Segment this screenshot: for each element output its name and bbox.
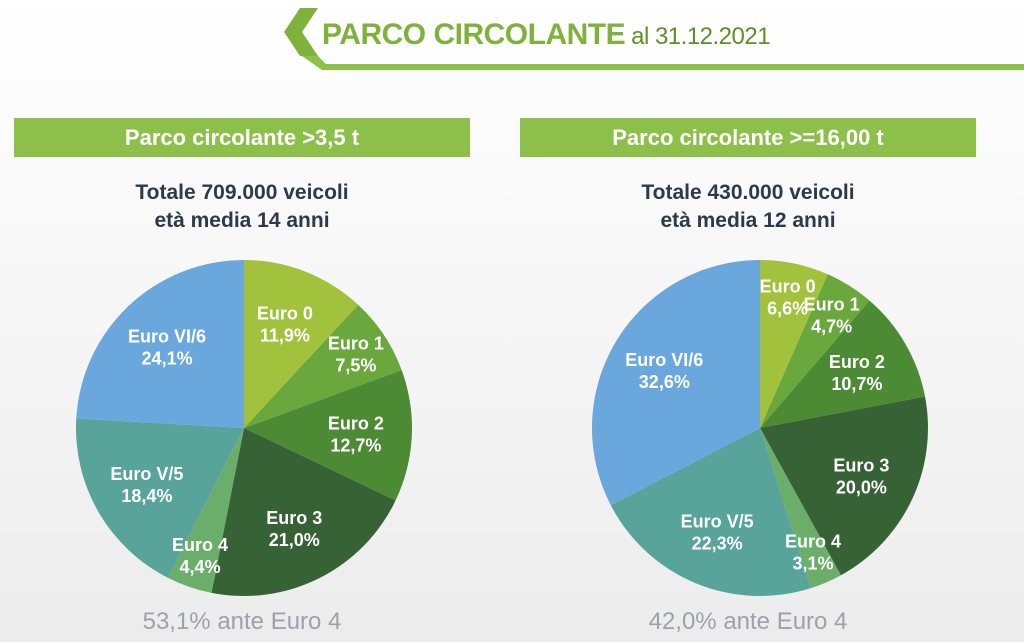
slice-category-label: Euro 4 xyxy=(785,532,841,552)
slice-category-label: Euro 3 xyxy=(266,508,322,528)
average-age-left: età media 14 anni xyxy=(154,209,330,232)
summary-right: Totale 430.000 veicoli età media 12 anni xyxy=(520,179,976,235)
average-age-right: età media 12 anni xyxy=(660,209,836,232)
pie-chart-right: Euro 06,6%Euro 14,7% Euro 210,7% Euro 320,… xyxy=(592,260,928,596)
slice-value-label: 32,6% xyxy=(639,372,690,392)
pie-slice-euro-0 xyxy=(760,260,828,428)
slice-category-label: Euro VI/6 xyxy=(128,327,206,347)
pie-slice-euro-4 xyxy=(760,428,841,589)
header-chevron-decoration xyxy=(284,8,1024,70)
pie-slice-euro-vi-6 xyxy=(592,260,760,506)
slice-category-label: Euro 2 xyxy=(829,352,885,372)
panel-left: Parco circolante >3,5 t Totale 709.000 v… xyxy=(14,118,470,635)
slice-category-label: Euro V/5 xyxy=(110,464,183,484)
slice-category-label: Euro VI/6 xyxy=(625,350,703,370)
slice-category-label: Euro 1 xyxy=(328,334,384,354)
total-vehicles-right: Totale 430.000 veicoli xyxy=(641,181,855,204)
slice-label: Euro 14,7% xyxy=(804,294,860,336)
slice-label: Euro 321,0% xyxy=(266,508,322,550)
slice-category-label: Euro 0 xyxy=(760,276,816,296)
slice-value-label: 24,1% xyxy=(142,349,193,369)
slice-category-label: Euro 1 xyxy=(804,294,860,314)
slice-value-label: 4,7% xyxy=(811,316,852,336)
page-title: PARCO CIRCOLANTE al 31.12.2021 xyxy=(322,18,771,52)
slice-label: Euro V/518,4% xyxy=(110,464,183,506)
slice-label: Euro 06,6% xyxy=(760,276,816,318)
pie-slice-euro-v-5 xyxy=(76,418,244,578)
pie-slice-euro-3 xyxy=(760,396,928,576)
slice-category-label: Euro 4 xyxy=(172,535,228,555)
slice-value-label: 21,0% xyxy=(269,530,320,550)
footnote-left: 53,1% ante Euro 4 xyxy=(142,608,342,635)
slice-value-label: 3,1% xyxy=(792,554,833,574)
header-banner: PARCO CIRCOLANTE al 31.12.2021 xyxy=(0,0,1024,80)
pie-slice-euro-4 xyxy=(167,428,244,593)
summary-left: Totale 709.000 veicoli età media 14 anni xyxy=(14,179,470,235)
pie-slice-euro-2 xyxy=(760,300,926,428)
pie-slice-euro-vi-6 xyxy=(76,260,244,428)
slice-value-label: 6,6% xyxy=(767,298,808,318)
slice-value-label: 4,4% xyxy=(180,557,221,577)
pie-slice-euro-1 xyxy=(760,274,870,428)
slice-value-label: 11,9% xyxy=(260,326,310,346)
pie-slice-euro-2 xyxy=(244,370,412,501)
slice-value-label: 18,4% xyxy=(121,486,172,506)
slice-value-label: 20,0% xyxy=(836,478,887,498)
slice-label: Euro 320,0% xyxy=(833,456,889,498)
slice-label: Euro 212,7% xyxy=(328,413,384,455)
slice-category-label: Euro 2 xyxy=(328,413,384,433)
pie-slice-euro-0 xyxy=(244,260,359,428)
slice-value-label: 7,5% xyxy=(335,356,376,376)
slice-label: Euro VI/632,6% xyxy=(625,350,703,392)
chart-title-right: Parco circolante >=16,00 t xyxy=(520,118,976,157)
slice-label: Euro 44,4% xyxy=(172,535,228,577)
panel-right: Parco circolante >=16,00 t Totale 430.00… xyxy=(520,118,976,635)
slice-value-label: 12,7% xyxy=(330,435,381,455)
pie-slice-euro-v-5 xyxy=(610,428,811,596)
chart-title-left: Parco circolante >3,5 t xyxy=(14,118,470,157)
page-title-date: al 31.12.2021 xyxy=(631,23,771,50)
slice-label: Euro 17,5% xyxy=(328,334,384,376)
pie-slice-euro-1 xyxy=(244,304,402,428)
slice-value-label: 10,7% xyxy=(831,374,882,394)
slice-label: Euro VI/624,1% xyxy=(128,327,206,369)
slice-label: Euro 011,9% xyxy=(257,304,313,346)
slice-category-label: Euro 3 xyxy=(833,456,889,476)
slice-category-label: Euro V/5 xyxy=(681,511,754,531)
pie-chart-left: Euro 011,9% Euro 17,5% Euro 212,7% Euro 321… xyxy=(76,260,412,596)
footnote-right: 42,0% ante Euro 4 xyxy=(648,608,848,635)
slice-label: Euro 210,7% xyxy=(829,352,885,394)
page-title-main: PARCO CIRCOLANTE xyxy=(322,18,626,51)
slice-label: Euro 43,1% xyxy=(785,532,841,574)
pie-slice-euro-3 xyxy=(211,428,396,596)
slice-category-label: Euro 0 xyxy=(257,304,313,324)
slice-label: Euro V/522,3% xyxy=(681,511,754,553)
total-vehicles-left: Totale 709.000 veicoli xyxy=(135,181,349,204)
slice-value-label: 22,3% xyxy=(692,533,743,553)
